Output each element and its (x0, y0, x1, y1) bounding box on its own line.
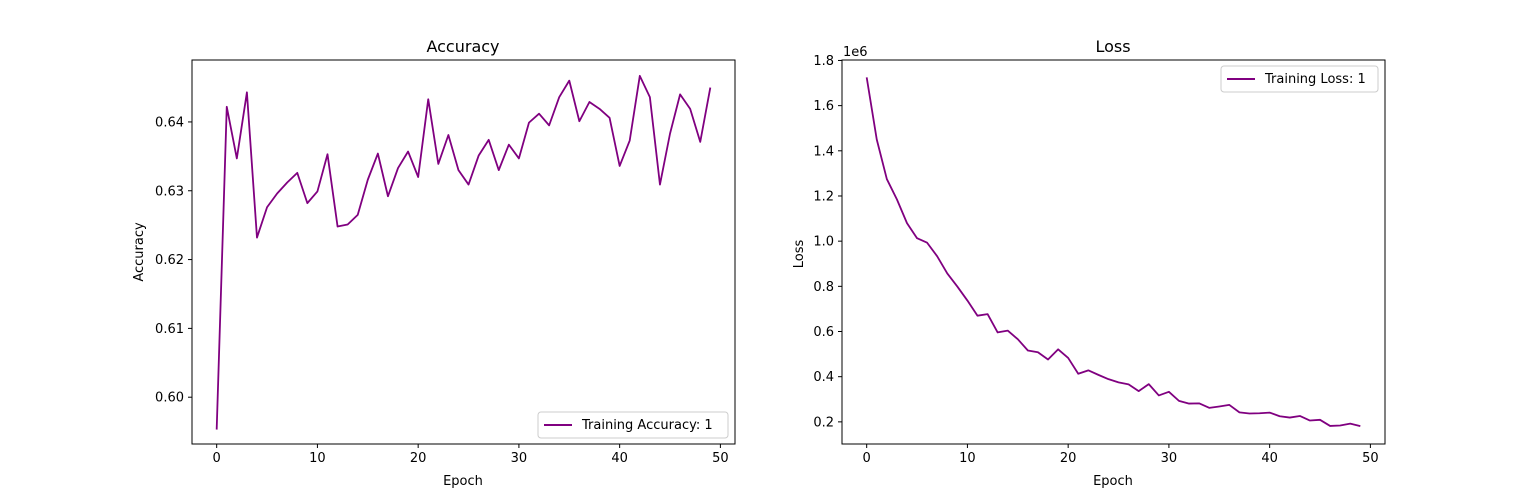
loss-ytick-label: 0.2 (813, 415, 834, 430)
loss-xtick-label: 50 (1362, 451, 1379, 466)
loss-xtick-label: 40 (1261, 451, 1278, 466)
loss-legend-label: Training Loss: 1 (1264, 72, 1366, 87)
loss-xtick-label: 30 (1161, 451, 1178, 466)
loss-ticks: 0 10 20 30 40 50 0.2 0.4 0.6 0.8 1.0 1.2 1.4 1.6 1.8 (813, 54, 1378, 466)
loss-xlabel: Epoch (1093, 474, 1133, 489)
loss-xtick-label: 10 (959, 451, 976, 466)
loss-axes: Loss Epoch Loss 1e6 0 10 20 30 40 50 0.2 0.4 0.6… (792, 37, 1386, 489)
accuracy-axes-frame (191, 59, 736, 445)
loss-lines (865, 77, 1361, 428)
accuracy-ticks: 0 10 20 30 40 50 0.60 0.61 0.62 0.63 0.64 (155, 115, 729, 466)
loss-ytick-label: 0.8 (813, 280, 834, 295)
accuracy-lines (215, 74, 712, 430)
loss-ytick-label: 1.6 (813, 99, 834, 114)
loss-ytick-label: 1.2 (813, 189, 834, 204)
loss-title: Loss (1095, 37, 1130, 56)
loss-ytick-label: 1.4 (813, 144, 834, 159)
loss-ytick-label: 1.8 (813, 54, 834, 69)
loss-ytick-label: 0.4 (813, 370, 834, 385)
accuracy-ytick-label: 0.64 (155, 115, 184, 130)
accuracy-legend: Training Accuracy: 1 (537, 411, 729, 439)
loss-legend-box (1220, 65, 1379, 93)
accuracy-ytick-label: 0.62 (155, 253, 184, 268)
accuracy-legend-label: Training Accuracy: 1 (581, 418, 713, 433)
accuracy-legend-box (537, 411, 729, 439)
accuracy-xtick-label: 40 (611, 451, 628, 466)
loss-ytick-label: 0.6 (813, 325, 834, 340)
accuracy-xtick-label: 30 (511, 451, 528, 466)
loss-series-line (865, 77, 1361, 428)
accuracy-ylabel: Accuracy (132, 222, 147, 282)
loss-offset-text: 1e6 (843, 45, 868, 60)
accuracy-xtick-label: 10 (309, 451, 326, 466)
accuracy-xtick-label: 0 (213, 451, 221, 466)
accuracy-title: Accuracy (426, 37, 499, 56)
loss-ylabel: Loss (792, 240, 807, 269)
loss-xtick-label: 0 (863, 451, 871, 466)
loss-ytick-label: 1.0 (813, 235, 834, 250)
accuracy-ytick-label: 0.63 (155, 184, 184, 199)
accuracy-axes: Accuracy Epoch Accuracy 0 10 20 30 40 500.600… (132, 37, 736, 489)
accuracy-ytick-label: 0.60 (155, 391, 184, 406)
accuracy-ytick-label: 0.61 (155, 322, 184, 337)
accuracy-xtick-label: 50 (712, 451, 729, 466)
loss-legend: Training Loss: 1 (1220, 65, 1379, 93)
accuracy-series-line (215, 74, 712, 430)
accuracy-xtick-label: 20 (410, 451, 427, 466)
loss-axes-frame (841, 59, 1386, 445)
loss-xtick-label: 20 (1060, 451, 1077, 466)
accuracy-xlabel: Epoch (443, 474, 483, 489)
